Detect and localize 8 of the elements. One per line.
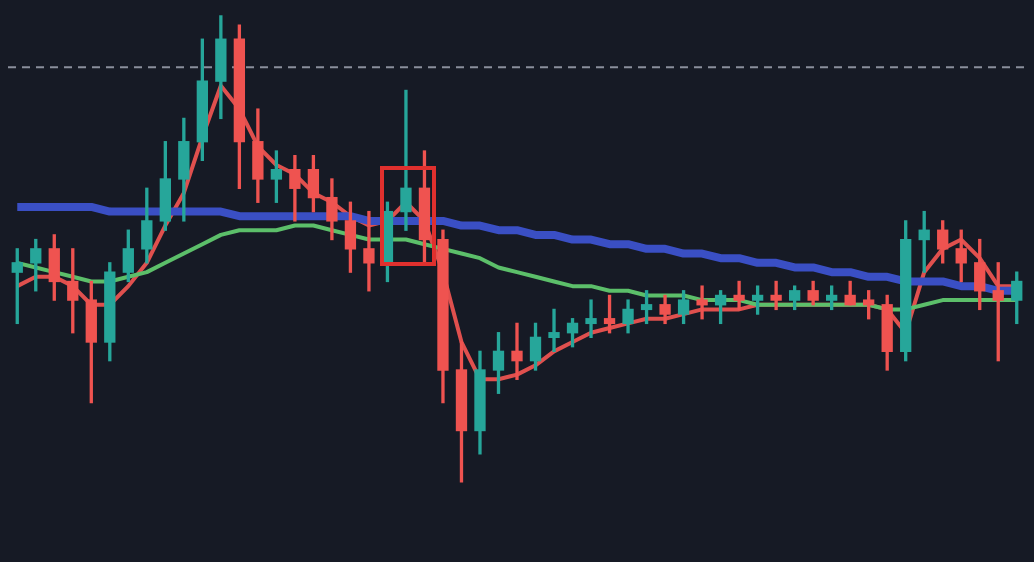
candlestick	[585, 299, 597, 339]
candlestick	[770, 280, 782, 311]
candlestick	[511, 322, 523, 380]
candlestick	[733, 280, 745, 311]
candlestick	[363, 210, 375, 292]
candlestick	[696, 285, 708, 320]
candlestick	[400, 89, 412, 231]
candlestick	[548, 308, 560, 353]
